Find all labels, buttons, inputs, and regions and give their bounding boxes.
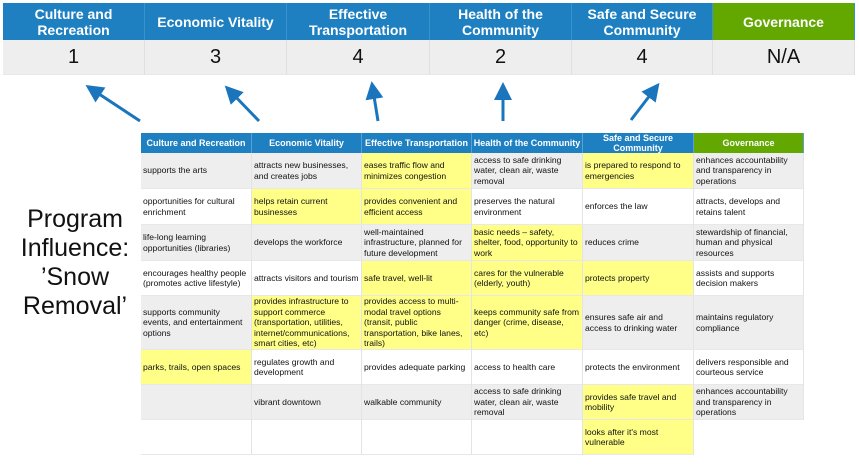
- arrow-icon: [224, 85, 261, 123]
- arrow-icon: [629, 82, 660, 121]
- table-cell: basic needs – safety, shelter, food, opp…: [472, 225, 583, 261]
- category-header: Economic Vitality: [145, 3, 287, 40]
- influence-table: Culture and Recreation Economic Vitality E…: [141, 133, 804, 455]
- table-cell: access to health care: [472, 350, 583, 385]
- table-cell: helps retain current businesses: [252, 189, 362, 225]
- table-cell: well-maintained infrastructure, planned …: [362, 225, 472, 261]
- table-cell: walkable community: [362, 385, 472, 420]
- table-cell: protects property: [583, 261, 694, 296]
- table-cell: [141, 420, 252, 455]
- table-cell: [362, 420, 472, 455]
- table-cell: [252, 420, 362, 455]
- category-header: Governance: [713, 3, 855, 40]
- category-score: 2: [430, 40, 572, 75]
- table-cell: attracts new businesses, and creates job…: [252, 153, 362, 189]
- table-cell: vibrant downtown: [252, 385, 362, 420]
- table-cell: delivers responsible and courteous servi…: [694, 350, 804, 385]
- table-cell: preserves the natural environment: [472, 189, 583, 225]
- table-cell: access to safe drinking water, clean air…: [472, 153, 583, 189]
- category-score: 3: [145, 40, 287, 75]
- table-cell: supports community events, and entertain…: [141, 296, 252, 350]
- table-cell: enforces the law: [583, 189, 694, 225]
- table-cell: encourages healthy people (promotes acti…: [141, 261, 252, 296]
- table-cell: parks, trails, open spaces: [141, 350, 252, 385]
- category-header: Health of the Community: [430, 3, 572, 40]
- empty-cell: [694, 420, 804, 455]
- column-header: Economic Vitality: [252, 133, 362, 153]
- table-cell: supports the arts: [141, 153, 252, 189]
- column-header: Governance: [694, 133, 804, 153]
- table-cell: [472, 420, 583, 455]
- category-score: 1: [3, 40, 145, 75]
- column-header: Health of the Community: [472, 133, 583, 153]
- category-score: 4: [287, 40, 430, 75]
- table-cell: regulates growth and development: [252, 350, 362, 385]
- table-cell: keeps community safe from danger (crime,…: [472, 296, 583, 350]
- table-cell: enhances accountability and transparency…: [694, 153, 804, 189]
- table-cell: cares for the vulnerable (elderly, youth…: [472, 261, 583, 296]
- table-cell: provides access to multi-modal travel op…: [362, 296, 472, 350]
- table-cell: enhances accountability and transparency…: [694, 385, 804, 420]
- category-header: Safe and Secure Community: [572, 3, 713, 40]
- table-cell: life-long learning opportunities (librar…: [141, 225, 252, 261]
- table-cell: ensures safe air and access to drinking …: [583, 296, 694, 350]
- category-score: 4: [572, 40, 713, 75]
- program-label: Program Influence: ’Snow Removal’: [20, 205, 130, 320]
- table-cell: attracts, develops and retains talent: [694, 189, 804, 225]
- table-cell: provides infrastructure to support comme…: [252, 296, 362, 350]
- table-cell: protects the environment: [583, 350, 694, 385]
- arrow-icon: [85, 85, 141, 123]
- arrow-icon: [365, 81, 384, 122]
- category-score: N/A: [713, 40, 855, 75]
- category-header: Effective Transportation: [287, 3, 430, 40]
- table-cell: assists and supports decision makers: [694, 261, 804, 296]
- column-header: Effective Transportation: [362, 133, 472, 153]
- summary-grid: Culture and Recreation Economic Vitality E…: [3, 3, 855, 75]
- column-header: Culture and Recreation: [141, 133, 252, 153]
- table-cell: maintains regulatory compliance: [694, 296, 804, 350]
- table-cell: opportunities for cultural enrichment: [141, 189, 252, 225]
- table-cell: [141, 385, 252, 420]
- table-cell: looks after it's most vulnerable: [583, 420, 694, 455]
- table-cell: is prepared to respond to emergencies: [583, 153, 694, 189]
- table-cell: develops the workforce: [252, 225, 362, 261]
- table-cell: access to safe drinking water, clean air…: [472, 385, 583, 420]
- column-header: Safe and Secure Community: [583, 133, 694, 153]
- table-cell: provides convenient and efficient access: [362, 189, 472, 225]
- table-cell: reduces crime: [583, 225, 694, 261]
- table-cell: eases traffic flow and minimizes congest…: [362, 153, 472, 189]
- category-header: Culture and Recreation: [3, 3, 145, 40]
- table-cell: provides adequate parking: [362, 350, 472, 385]
- table-cell: attracts visitors and tourism: [252, 261, 362, 296]
- table-cell: safe travel, well-lit: [362, 261, 472, 296]
- table-cell: stewardship of financial, human and phys…: [694, 225, 804, 261]
- table-cell: provides safe travel and mobility: [583, 385, 694, 420]
